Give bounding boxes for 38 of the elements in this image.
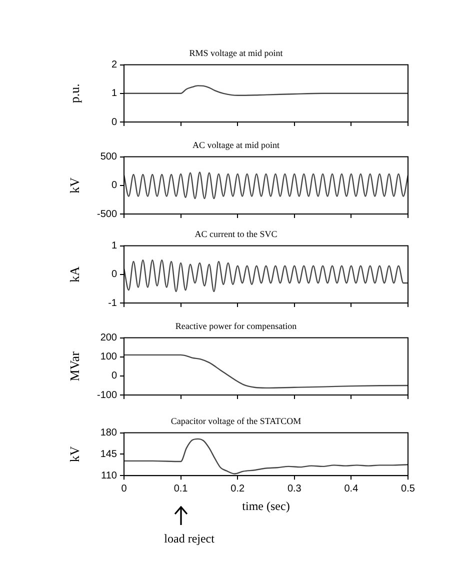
- chart-title: AC voltage at mid point: [192, 140, 280, 150]
- line-series: [124, 354, 408, 389]
- x-tick-label: 0: [121, 483, 128, 494]
- y-axis-title: MVar: [67, 350, 82, 382]
- y-tick-label: 500: [100, 152, 118, 163]
- x-tick-label: 0.1: [174, 483, 188, 494]
- line-series: [124, 85, 408, 96]
- x-tick-label: 0.5: [401, 483, 416, 494]
- text: load reject: [164, 532, 216, 546]
- y-tick-label: -500: [96, 208, 118, 220]
- x-tick-label: 0.2: [230, 483, 245, 494]
- x-tick-label: 0.4: [344, 483, 359, 494]
- y-axis-title: kV: [67, 446, 82, 462]
- x-tick-label: 0.3: [287, 483, 302, 494]
- chart-title: AC current to the SVC: [194, 228, 278, 239]
- y-tick-label: 200: [100, 332, 118, 344]
- chart-title: Capacitor voltage of the STATCOM: [170, 416, 302, 426]
- y-axis-title: kA: [67, 266, 82, 282]
- y-tick-label: 0: [111, 180, 118, 192]
- y-axis-title: kV: [67, 176, 82, 194]
- y-tick-label: 145: [100, 448, 118, 460]
- y-tick-label: 2: [111, 60, 118, 71]
- y-tick-label: 1: [111, 240, 118, 252]
- y-tick-label: 1: [111, 88, 118, 100]
- chart-title: Reactive power for compensation: [175, 320, 298, 331]
- y-tick-label: 0: [111, 116, 118, 128]
- y-tick-label: 0: [111, 370, 118, 382]
- y-tick-label: 110: [101, 470, 118, 482]
- line-series: [124, 172, 408, 200]
- chart-title: RMS voltage at mid point: [189, 48, 284, 58]
- y-tick-label: 0: [111, 269, 118, 280]
- y-tick-label: 180: [100, 428, 118, 439]
- y-axis-title: p.u.: [67, 84, 82, 104]
- line-series: [124, 260, 408, 292]
- y-tick-label: -1: [108, 298, 118, 309]
- y-tick-label: 100: [100, 352, 118, 363]
- y-tick-label: -100: [96, 390, 118, 401]
- x-axis-title: time (sec): [242, 498, 290, 513]
